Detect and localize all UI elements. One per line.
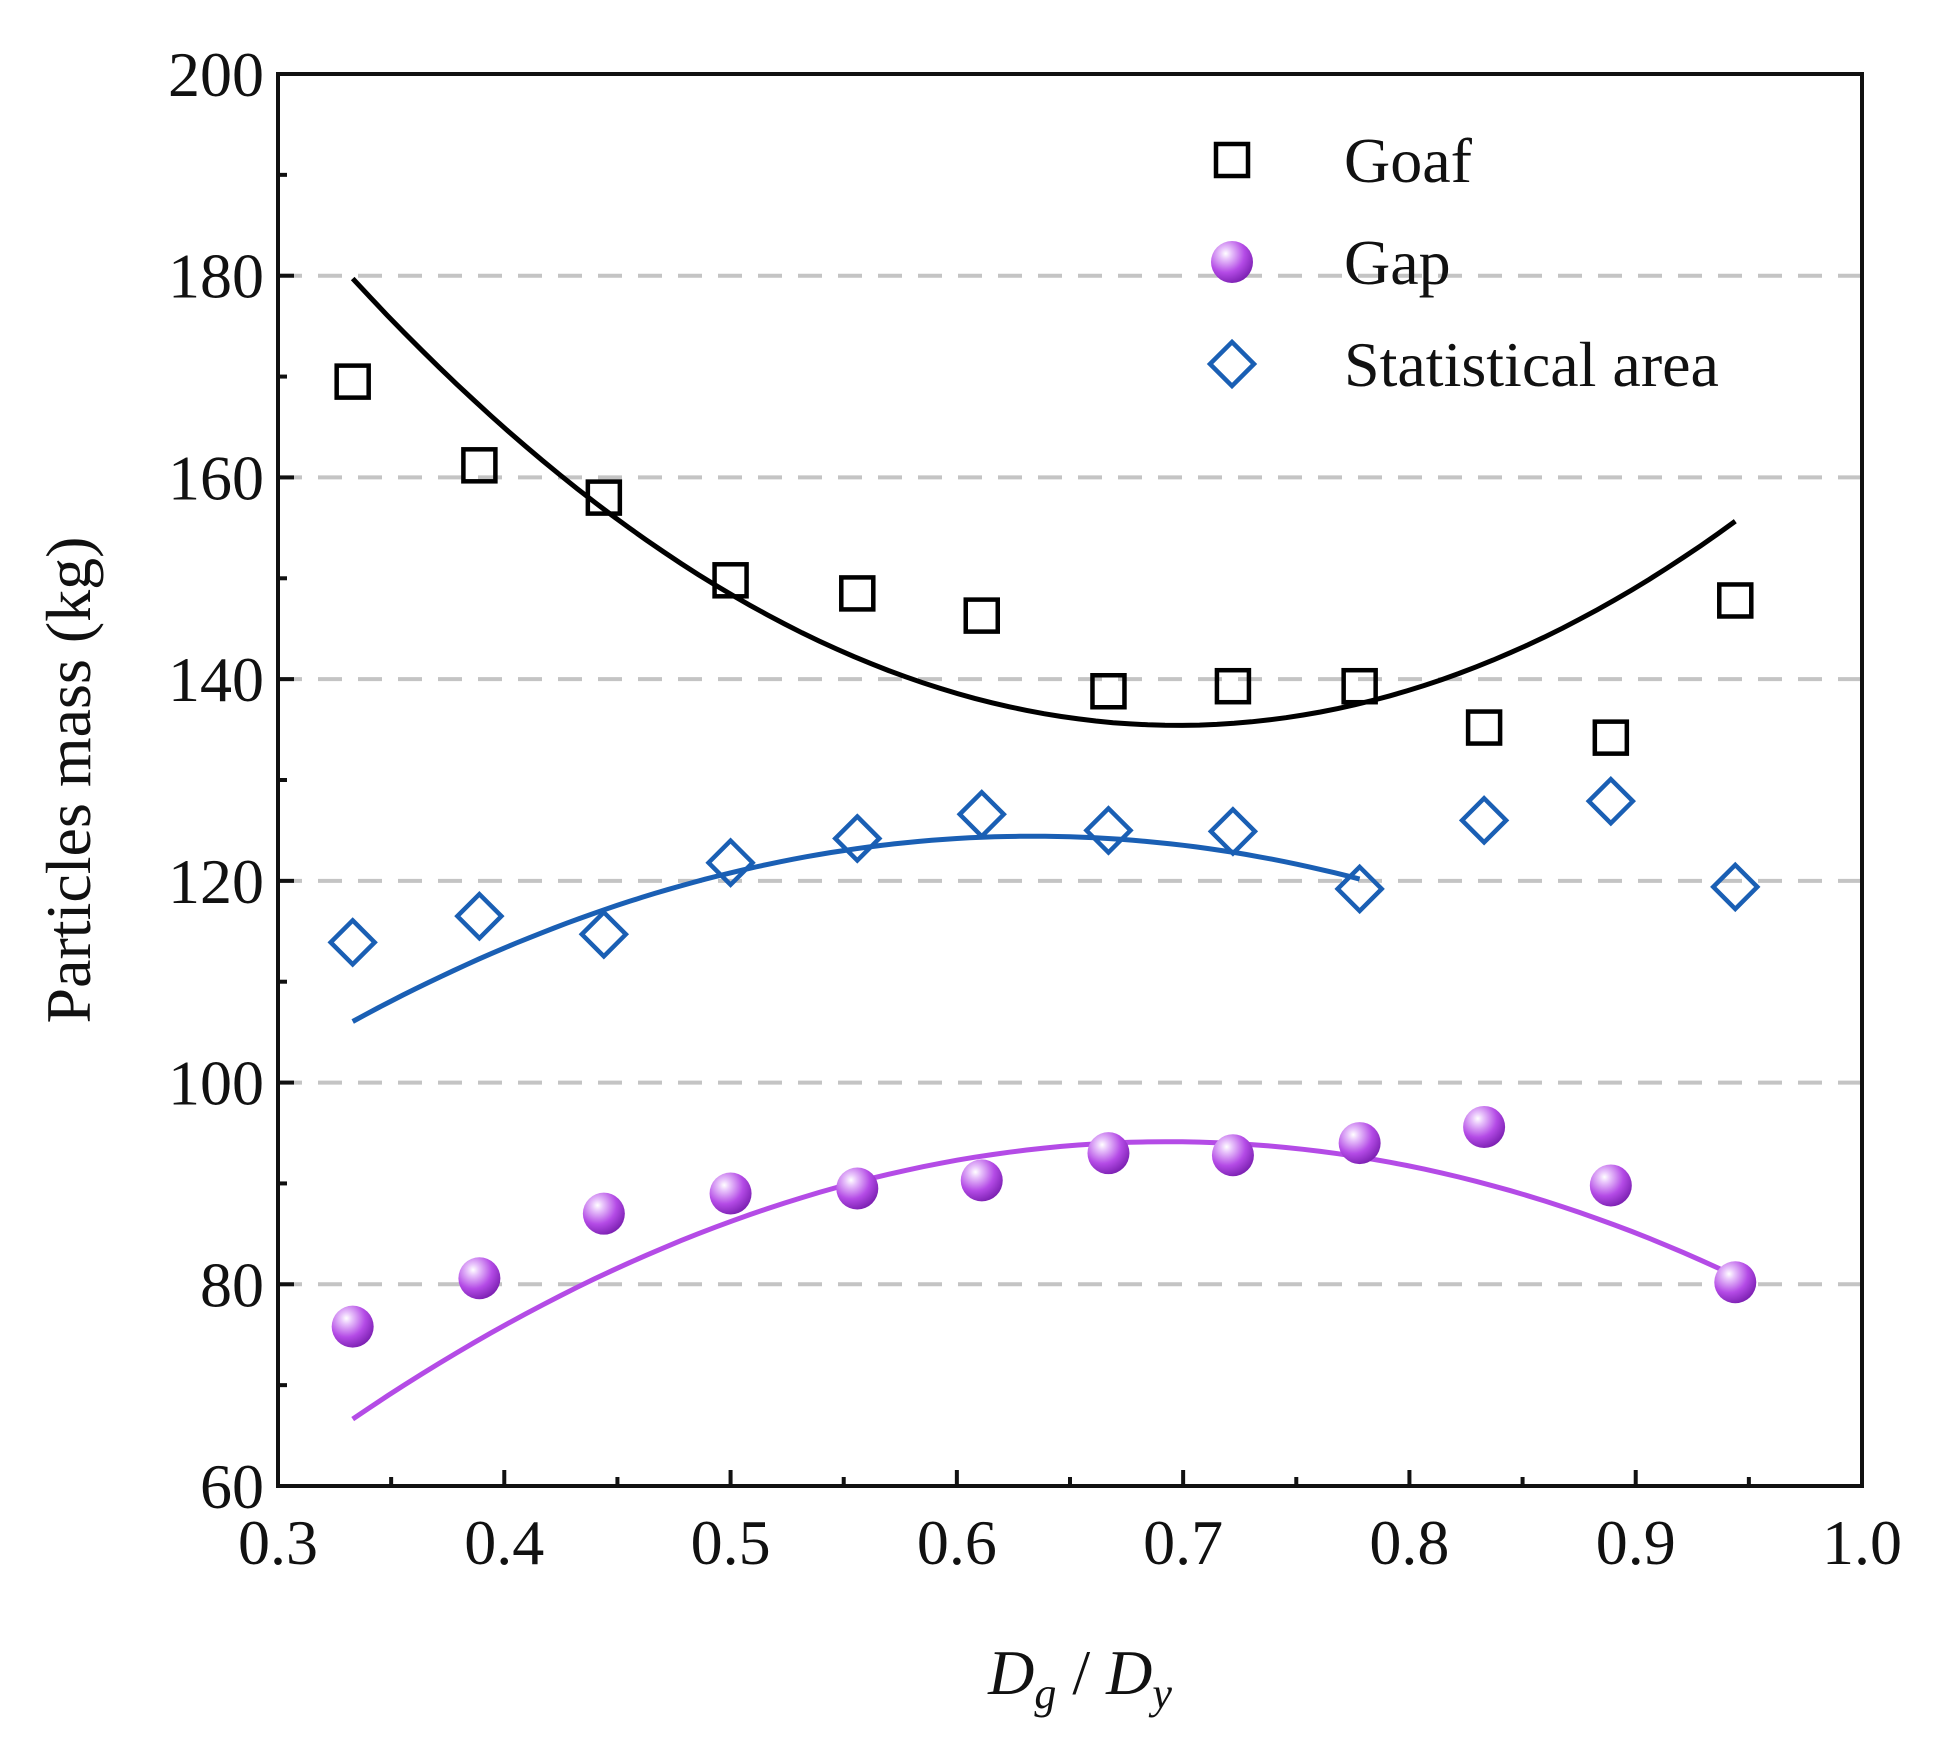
fit-curve-goaf: [350, 276, 1737, 728]
point-goaf: [585, 479, 623, 516]
point-statistical-area: [1585, 775, 1637, 827]
point-goaf: [712, 562, 749, 599]
point-goaf: [839, 575, 876, 612]
legend-marker-statistical-area: [1206, 338, 1258, 390]
x-tick-label: 0.8: [1369, 1507, 1449, 1578]
fit-curve-gap: [351, 1139, 1737, 1422]
point-gap: [960, 1159, 1003, 1202]
point-statistical-area: [578, 909, 630, 960]
point-statistical-area: [327, 917, 378, 968]
data-points: [327, 363, 1761, 1348]
point-gap: [331, 1305, 374, 1348]
point-statistical-area: [1083, 805, 1134, 856]
y-tick-label: 160: [168, 442, 264, 513]
point-goaf: [1090, 672, 1127, 710]
point-goaf: [1214, 667, 1252, 705]
point-gap: [582, 1192, 625, 1235]
point-goaf: [1465, 709, 1503, 746]
x-axis-title-sub-g: g: [1034, 1669, 1056, 1718]
point-statistical-area: [454, 890, 505, 942]
point-goaf: [963, 597, 1000, 634]
point-statistical-area: [705, 837, 756, 888]
x-tick-label: 0.6: [917, 1507, 997, 1578]
point-gap: [836, 1167, 879, 1210]
x-tick-label: 0.5: [691, 1507, 771, 1578]
point-gap: [458, 1257, 501, 1300]
y-tick-label: 120: [168, 846, 264, 917]
point-gap: [1087, 1132, 1130, 1175]
axis-ticks: [276, 72, 1864, 1488]
x-tick-label: 0.7: [1143, 1507, 1223, 1578]
plot-frame: [276, 72, 1864, 1488]
y-tick-label: 80: [200, 1249, 264, 1320]
x-tick-label: 1.0: [1822, 1507, 1902, 1578]
point-gap: [1714, 1261, 1757, 1304]
point-statistical-area: [1334, 863, 1385, 915]
point-gap: [709, 1172, 752, 1215]
point-goaf: [461, 447, 498, 484]
x-tick-label: 0.3: [238, 1507, 318, 1578]
point-goaf: [1341, 667, 1378, 705]
x-axis-title-d2: D: [1105, 1637, 1152, 1708]
legend: Goaf Gap Statistical area: [1206, 125, 1719, 400]
point-statistical-area: [1207, 806, 1259, 857]
x-tick-labels: 0.3 0.4 0.5 0.6 0.7 0.8 0.9 1.0: [238, 1507, 1902, 1578]
legend-label-statistical-area: Statistical area: [1344, 329, 1719, 400]
legend-marker-gap: [1211, 241, 1253, 283]
y-tick-label: 100: [168, 1048, 264, 1119]
point-goaf: [1717, 582, 1754, 619]
point-statistical-area: [1710, 861, 1761, 913]
legend-label-gap: Gap: [1344, 227, 1451, 298]
x-tick-label: 0.9: [1596, 1507, 1676, 1578]
point-gap: [1589, 1164, 1632, 1207]
x-axis-title-sub-y: y: [1148, 1669, 1172, 1718]
point-gap: [1338, 1122, 1381, 1165]
y-axis-title: Particles mass (kg): [33, 537, 104, 1024]
point-statistical-area: [1458, 795, 1510, 846]
fit-curve-statistical-area: [351, 833, 1361, 1024]
x-axis-title-slash: /: [1056, 1637, 1106, 1708]
y-tick-labels: 60 80 100 120 140 160 180 200: [168, 39, 264, 1522]
y-tick-label: 60: [200, 1451, 264, 1522]
y-tick-label: 140: [168, 644, 264, 715]
point-statistical-area: [956, 789, 1007, 840]
point-gap: [1211, 1134, 1254, 1177]
legend-label-goaf: Goaf: [1344, 125, 1473, 196]
x-tick-label: 0.4: [464, 1507, 544, 1578]
point-statistical-area: [832, 813, 883, 864]
point-goaf: [334, 363, 371, 400]
fit-curves: [350, 276, 1737, 1422]
legend-marker-goaf: [1213, 141, 1251, 179]
x-axis-title-d1: D: [987, 1637, 1034, 1708]
point-goaf: [1592, 719, 1630, 756]
x-axis-title: Dg / Dy: [987, 1637, 1172, 1718]
point-gap: [1463, 1105, 1506, 1148]
y-tick-label: 200: [168, 39, 264, 110]
grid-lines: [278, 273, 1862, 1287]
y-tick-label: 180: [168, 241, 264, 312]
